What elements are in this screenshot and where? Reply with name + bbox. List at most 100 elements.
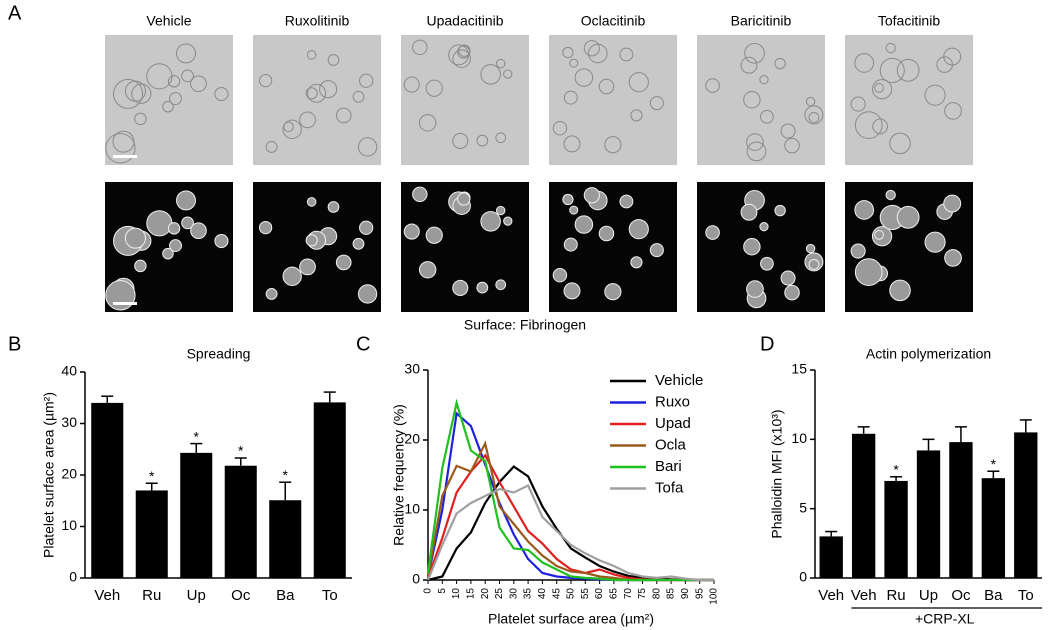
y-axis-label: Phalloidin MFI (x10³)	[769, 409, 785, 538]
x-tick-label: 75	[637, 588, 648, 600]
cell	[452, 279, 469, 296]
column-label: Ruxolitinib	[285, 13, 350, 29]
cell	[784, 137, 800, 154]
cell	[746, 280, 764, 298]
bar	[224, 465, 257, 578]
cell	[352, 90, 365, 103]
cell	[476, 281, 489, 294]
dic-image	[253, 35, 381, 165]
cell	[619, 194, 634, 209]
cell	[162, 100, 174, 113]
cell	[299, 258, 316, 276]
legend-label: Upad	[655, 415, 691, 432]
bar	[180, 452, 213, 578]
column-label: Baricitinib	[731, 13, 792, 29]
cell	[889, 132, 911, 155]
cell	[131, 83, 152, 104]
bar	[135, 490, 168, 578]
x-tick-label: Veh	[94, 587, 120, 604]
cell	[628, 72, 649, 93]
cell	[805, 243, 816, 254]
chart-title: Actin polymerization	[866, 346, 991, 362]
x-tick-label: 5	[437, 588, 448, 594]
cell	[743, 91, 761, 109]
cell	[574, 68, 594, 87]
x-tick-label: Ru	[886, 587, 905, 604]
x-tick-label: 85	[666, 588, 677, 600]
cell	[327, 201, 340, 213]
x-tick-label: Ba	[276, 587, 295, 604]
cell	[649, 96, 664, 111]
bar	[949, 442, 973, 578]
cell	[874, 230, 884, 240]
column-label: Vehicle	[146, 13, 191, 29]
cell	[944, 102, 962, 120]
cell	[452, 132, 469, 149]
x-tick-label: To	[322, 587, 338, 604]
cell	[583, 40, 600, 57]
cell	[804, 105, 824, 125]
y-tick-label: 15	[791, 361, 807, 377]
cell	[403, 223, 420, 240]
x-tick-label: 70	[623, 588, 634, 600]
cell	[598, 78, 615, 95]
surface-label: Surface: Fibrinogen	[464, 317, 586, 333]
cell	[885, 189, 896, 201]
x-tick-label: 45	[551, 588, 562, 600]
x-tick-label: 90	[680, 588, 691, 600]
cell	[495, 205, 506, 216]
x-tick-label: Up	[187, 587, 206, 604]
cell	[457, 192, 471, 206]
cell	[944, 249, 962, 267]
y-tick-label: 30	[61, 414, 77, 430]
cell	[412, 39, 428, 56]
cell	[305, 234, 318, 247]
column-label: Tofacitinib	[878, 13, 940, 29]
x-tick-label: Ru	[142, 587, 161, 604]
x-tick-label: 80	[651, 588, 662, 600]
x-tick-label: 50	[566, 588, 577, 600]
dic-image	[549, 35, 677, 165]
cell	[335, 254, 352, 271]
x-tick-label: 15	[466, 588, 477, 600]
x-axis-label: Platelet surface area (µm²)	[488, 611, 654, 627]
cell	[258, 73, 273, 88]
cell	[874, 83, 884, 93]
cell	[357, 284, 378, 304]
x-tick-label: Ba	[984, 587, 1003, 604]
cell	[744, 42, 765, 64]
x-tick-label: 20	[480, 588, 491, 600]
cell	[105, 133, 136, 164]
cell	[480, 211, 501, 232]
panel-label: C	[356, 333, 370, 355]
column-label: Upadacitinib	[426, 13, 503, 29]
cell	[359, 220, 374, 235]
cell	[335, 107, 352, 124]
cell	[805, 96, 816, 107]
x-tick-label: 10	[451, 588, 462, 600]
y-tick-label: 5	[799, 499, 807, 515]
legend-label: Ocla	[655, 436, 687, 453]
cell	[746, 133, 764, 151]
x-tick-label: Up	[919, 587, 938, 604]
x-tick-label: 60	[594, 588, 605, 600]
x-tick-label: 0	[423, 588, 434, 594]
cell	[746, 141, 767, 162]
bar	[1014, 432, 1038, 578]
cell	[181, 216, 194, 230]
cell	[583, 187, 600, 204]
cell	[359, 73, 374, 88]
cell	[134, 112, 147, 126]
cell	[808, 112, 820, 123]
cell	[760, 109, 774, 124]
bar	[819, 536, 843, 578]
bar	[916, 450, 941, 578]
cell	[943, 47, 962, 66]
series-line	[426, 398, 714, 582]
cell	[759, 222, 769, 232]
cell	[885, 42, 896, 54]
cell	[176, 190, 196, 211]
cell	[418, 114, 437, 132]
cell	[808, 259, 820, 270]
